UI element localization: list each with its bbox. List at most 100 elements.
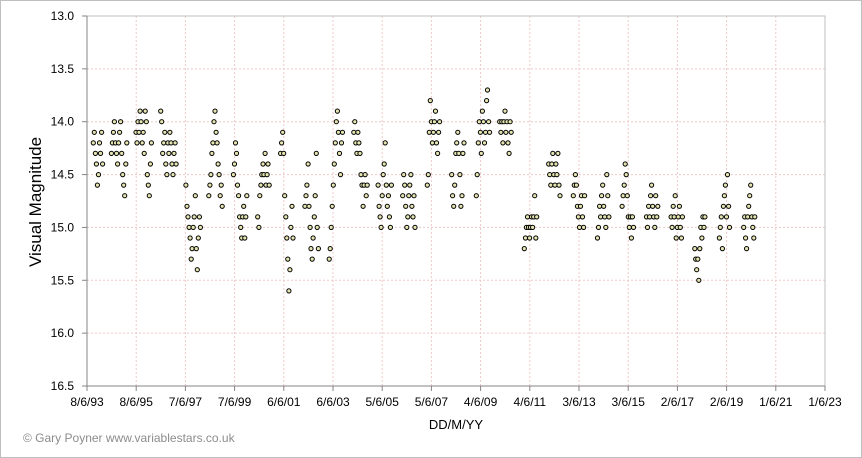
data-point bbox=[388, 182, 394, 188]
data-point bbox=[449, 172, 455, 178]
data-point bbox=[280, 129, 286, 135]
data-point bbox=[671, 214, 677, 220]
data-point bbox=[672, 193, 678, 199]
data-point bbox=[486, 119, 492, 125]
data-point bbox=[210, 140, 216, 146]
data-point bbox=[139, 140, 145, 146]
data-point bbox=[723, 214, 730, 220]
data-point bbox=[670, 203, 676, 209]
x-tick-label: 1/6/21 bbox=[759, 395, 793, 409]
data-point bbox=[401, 172, 407, 178]
data-point bbox=[652, 224, 658, 230]
data-point bbox=[502, 108, 508, 114]
data-point bbox=[384, 203, 390, 209]
data-point bbox=[363, 193, 369, 199]
data-point bbox=[141, 150, 147, 156]
data-point bbox=[364, 182, 370, 188]
y-tick-label: 16.5 bbox=[51, 379, 75, 393]
data-point bbox=[524, 214, 531, 220]
data-point bbox=[624, 193, 630, 199]
data-point bbox=[315, 246, 321, 252]
y-tick-label: 13.0 bbox=[51, 9, 75, 23]
data-point bbox=[92, 150, 99, 156]
data-point bbox=[595, 224, 602, 230]
data-point bbox=[451, 203, 457, 209]
data-point bbox=[623, 172, 629, 178]
x-tick-label: 7/6/97 bbox=[169, 395, 203, 409]
x-tick-label: 1/6/23 bbox=[808, 395, 842, 409]
data-point bbox=[726, 224, 733, 230]
data-point bbox=[312, 193, 318, 199]
x-tick-label: 5/6/05 bbox=[366, 395, 400, 409]
data-point bbox=[333, 119, 339, 125]
data-point bbox=[575, 214, 582, 220]
data-point bbox=[303, 193, 309, 199]
data-point bbox=[170, 172, 176, 178]
data-point bbox=[484, 87, 491, 93]
y-tick-label: 15.5 bbox=[51, 273, 75, 287]
data-point bbox=[115, 161, 121, 167]
data-point bbox=[676, 203, 683, 209]
data-point bbox=[629, 214, 636, 220]
data-point bbox=[256, 224, 262, 230]
data-point bbox=[258, 182, 264, 188]
data-point bbox=[679, 214, 686, 220]
data-point bbox=[548, 182, 554, 188]
data-point bbox=[110, 129, 117, 135]
data-point bbox=[266, 182, 272, 188]
data-point bbox=[430, 129, 436, 135]
data-point bbox=[142, 108, 148, 114]
data-point bbox=[647, 214, 653, 220]
data-point bbox=[188, 256, 194, 262]
data-point bbox=[145, 182, 151, 188]
data-point bbox=[572, 172, 579, 178]
data-point bbox=[699, 235, 705, 241]
data-point bbox=[460, 150, 466, 156]
data-point bbox=[331, 161, 337, 167]
data-point bbox=[549, 161, 555, 167]
data-point bbox=[147, 161, 153, 167]
data-point bbox=[432, 108, 439, 114]
data-point bbox=[655, 203, 661, 209]
data-point bbox=[527, 235, 533, 241]
data-point bbox=[410, 214, 416, 220]
data-point bbox=[355, 129, 361, 135]
data-point bbox=[197, 224, 203, 230]
data-point bbox=[171, 150, 177, 156]
data-point bbox=[722, 182, 729, 188]
data-point bbox=[257, 193, 263, 199]
data-point bbox=[332, 140, 338, 146]
data-point bbox=[433, 140, 440, 146]
y-tick-label: 16.0 bbox=[51, 326, 75, 340]
x-tick-label: 5/6/07 bbox=[415, 395, 449, 409]
data-point bbox=[243, 214, 249, 220]
data-point bbox=[232, 140, 239, 146]
data-point bbox=[500, 140, 506, 146]
data-point bbox=[692, 246, 698, 252]
data-point bbox=[215, 161, 221, 167]
data-point bbox=[206, 193, 212, 199]
data-point bbox=[100, 161, 106, 167]
tick-labels: 13.0 13.5 14.0 14.5 15.0 15.5 16.0 16.5 8/6/93 8/… bbox=[51, 9, 842, 409]
data-point bbox=[286, 288, 292, 294]
data-point bbox=[378, 224, 384, 230]
data-point bbox=[475, 140, 481, 146]
data-point bbox=[379, 193, 385, 199]
data-point bbox=[208, 172, 214, 178]
data-point bbox=[143, 119, 149, 125]
data-point bbox=[357, 150, 363, 156]
data-point bbox=[97, 150, 104, 156]
data-point bbox=[309, 256, 315, 262]
data-point bbox=[673, 235, 679, 241]
data-point bbox=[383, 182, 389, 188]
data-point bbox=[196, 214, 202, 220]
y-tick-label: 13.5 bbox=[51, 62, 75, 76]
data-point bbox=[113, 150, 120, 156]
data-point bbox=[287, 267, 293, 273]
data-point bbox=[169, 161, 175, 167]
y-tick-label: 14.0 bbox=[51, 115, 75, 129]
data-point bbox=[158, 108, 164, 114]
data-point bbox=[255, 214, 261, 220]
data-point bbox=[521, 246, 527, 252]
data-point bbox=[408, 172, 414, 178]
